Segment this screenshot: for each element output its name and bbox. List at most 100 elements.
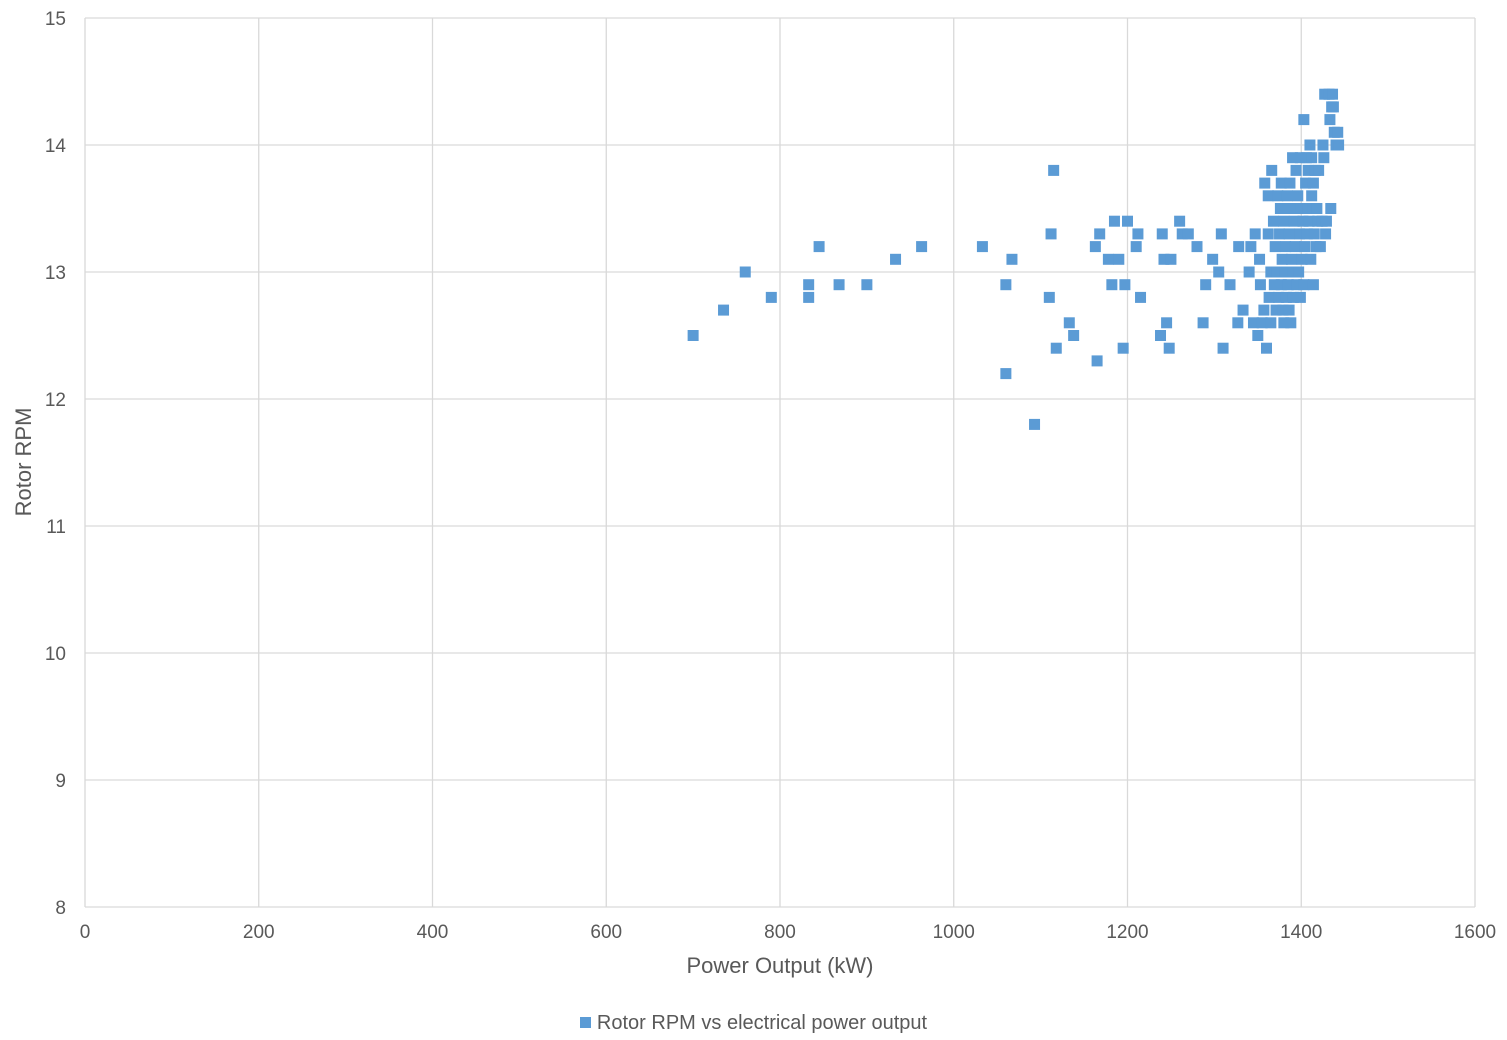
data-point [1286,253,1298,265]
data-point [1233,241,1245,253]
data-point [813,241,825,253]
data-point [803,279,815,291]
data-point [1303,215,1315,227]
y-tick-label: 8 [55,898,66,919]
data-point [1207,253,1219,265]
x-tick-label: 1200 [1106,922,1148,943]
data-point [1277,304,1289,316]
data-point [1298,279,1310,291]
data-point [1200,279,1212,291]
data-point [1135,291,1147,303]
y-tick-label: 13 [45,263,66,284]
data-point [1268,279,1280,291]
data-point [1294,152,1306,164]
data-point [1155,330,1167,341]
data-point [1161,317,1173,329]
data-point [1156,228,1168,240]
data-point [1102,253,1114,265]
data-point [1165,253,1177,265]
data-point [1313,164,1325,176]
data-point [1243,266,1255,278]
data-point [1132,228,1144,240]
data-point [1278,215,1290,227]
data-point [1318,152,1330,164]
data-point [1306,190,1318,202]
data-point [1297,215,1309,227]
y-tick-label: 12 [45,390,66,411]
data-point [1108,215,1120,227]
data-point [765,291,777,303]
data-point [1182,228,1194,240]
data-point [1163,342,1175,354]
data-point [1237,304,1249,316]
data-point [1298,114,1310,126]
data-point [1285,317,1297,329]
data-point [1050,342,1062,354]
x-tick-label: 200 [243,922,275,943]
data-point [1106,279,1118,291]
data-point [1307,177,1319,189]
data-point [1266,164,1278,176]
data-point [1122,215,1133,227]
data-point [1000,368,1012,380]
data-point [1045,228,1057,240]
data-point [1282,279,1294,291]
data-point [1325,203,1337,214]
data-point [1068,330,1080,341]
data-point [1306,152,1318,164]
data-point [1308,228,1320,240]
data-point [1314,241,1326,253]
data-point [1287,291,1299,303]
y-axis-ticks: 8 9 10 11 12 13 14 15 [45,9,67,919]
data-point [1113,253,1125,265]
data-point [1232,317,1244,329]
x-tick-label: 0 [80,922,91,943]
data-point [1280,241,1292,253]
data-point [1283,304,1295,316]
data-point [1269,241,1281,253]
legend: Rotor RPM vs electrical power output [0,1012,1507,1035]
data-point [1285,203,1297,214]
data-point [1327,101,1339,113]
y-tick-label: 15 [45,9,66,30]
data-point [1281,190,1293,202]
data-point [1261,342,1272,354]
legend-marker [579,1017,591,1028]
data-point [1324,114,1336,126]
data-point [1270,304,1282,316]
data-point [687,330,699,341]
data-point [739,266,751,278]
data-point [1276,253,1288,265]
data-point [1249,228,1261,240]
data-point [1300,177,1312,189]
data-point [890,253,902,265]
data-point [1158,253,1170,265]
y-axis-title: Rotor RPM [11,408,36,517]
data-point [1048,164,1060,176]
data-point [1307,279,1319,291]
data-point [861,279,873,291]
data-point [1245,241,1257,253]
data-point [1262,190,1274,202]
data-point [1332,126,1344,138]
data-point [1273,291,1285,303]
data-point [1291,279,1303,291]
x-tick-label: 400 [417,922,449,943]
data-point [1191,241,1203,253]
data-point [1000,279,1012,291]
data-point [1174,215,1186,227]
data-point [1006,253,1018,265]
legend-label: Rotor RPM vs electrical power output [596,1012,928,1034]
data-point [1275,177,1287,189]
data-point [1094,228,1106,240]
x-tick-label: 800 [764,922,796,943]
data-point [1287,266,1299,278]
data-point [803,291,815,303]
x-axis-title: Power Output (kW) [686,953,873,978]
x-axis-ticks: 0 200 400 600 800 1000 1200 1400 1600 [80,922,1496,943]
y-tick-label: 10 [45,644,66,665]
x-tick-label: 1600 [1454,922,1496,943]
data-point [1029,418,1041,430]
x-tick-label: 1400 [1280,922,1322,943]
